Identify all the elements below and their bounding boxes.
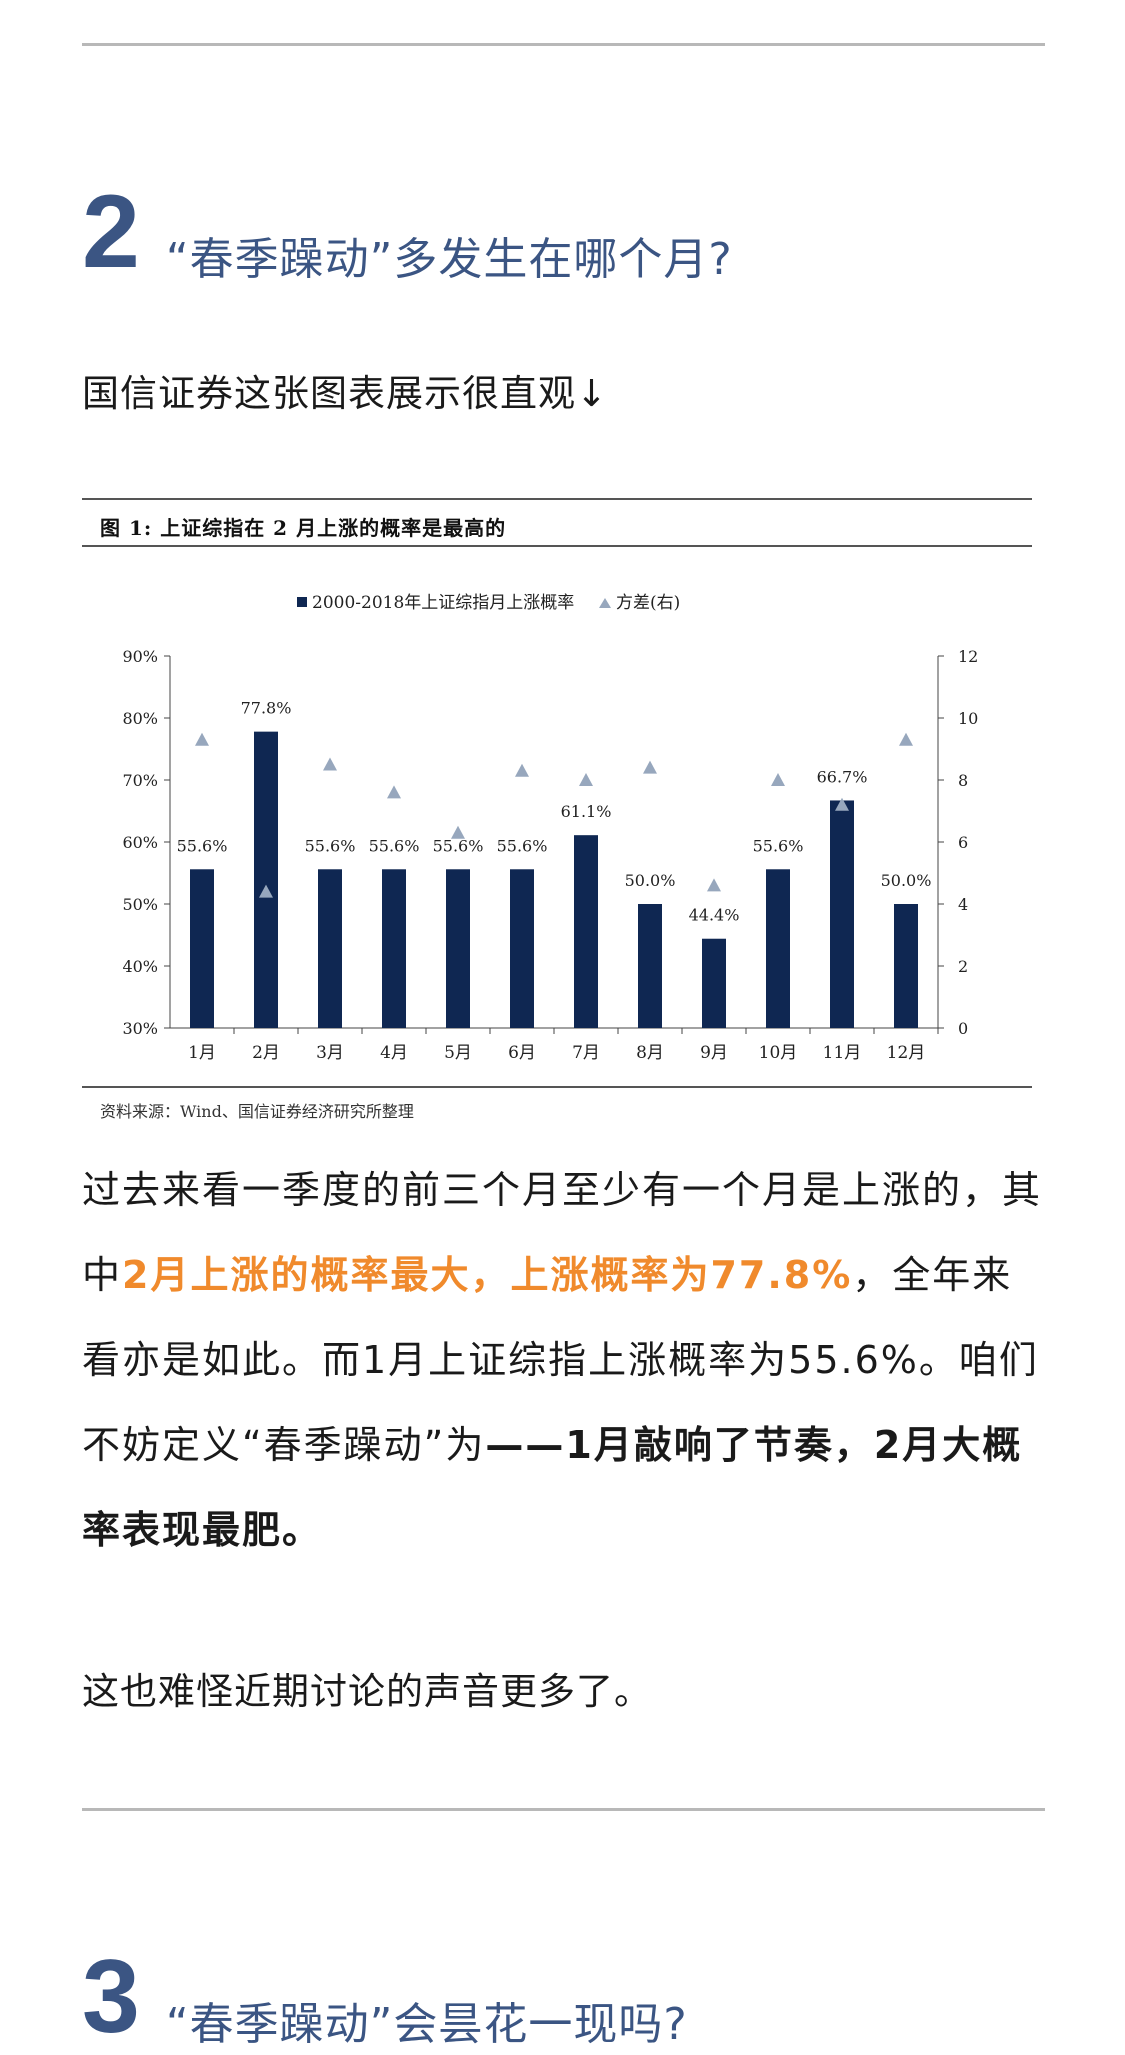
figure-title-line: [82, 545, 1032, 547]
variance-marker: [323, 757, 337, 771]
legend-label-bar: 2000-2018年上证综指月上涨概率: [312, 593, 574, 613]
x-tick-label: 12月: [887, 1043, 926, 1063]
variance-marker: [579, 773, 593, 786]
y2-tick-label: 2: [958, 957, 968, 976]
data-label: 55.6%: [369, 836, 420, 855]
body-paragraph-2: 这也难怪近期讨论的声音更多了。: [82, 1670, 652, 1713]
para-bold: ——1月敲响了节奏，2月大概率表现最肥。: [82, 1423, 1023, 1552]
x-tick-label: 8月: [636, 1043, 664, 1063]
y-tick-label: 50%: [122, 895, 158, 914]
x-tick-label: 5月: [444, 1043, 472, 1063]
x-tick-label: 7月: [572, 1043, 600, 1063]
variance-marker: [771, 773, 785, 786]
variance-marker: [451, 825, 465, 839]
variance-marker: [707, 878, 721, 892]
bar: [510, 869, 534, 1028]
bar: [254, 731, 278, 1028]
bar: [830, 800, 854, 1028]
bar: [446, 869, 470, 1028]
section-title: “春季躁动”会昙花一现吗?: [165, 1999, 688, 2050]
y2-tick-label: 8: [958, 771, 968, 790]
variance-marker: [259, 884, 273, 898]
chart-figure: 图 1: 上证综指在 2 月上涨的概率是最高的 2000-2018年上证综指月上…: [82, 498, 1032, 1128]
figure-source: 资料来源：Wind、国信证券经济研究所整理: [100, 1102, 414, 1121]
para-text-c: ，全年来看亦是如此。而1月上证综指上涨概率为55.6%。咱们不妨定义“春季躁动”…: [82, 1253, 1039, 1467]
variance-marker: [387, 785, 401, 799]
top-divider: [82, 43, 1045, 46]
y-tick-label: 70%: [122, 771, 158, 790]
legend-triangle-swatch: [599, 598, 611, 608]
y2-tick-label: 6: [958, 833, 968, 852]
x-tick-label: 11月: [823, 1043, 862, 1063]
intro-text: 国信证券这张图表展示很直观↓: [82, 372, 609, 415]
data-label: 44.4%: [689, 906, 740, 925]
y-tick-label: 80%: [122, 709, 158, 728]
x-tick-label: 1月: [188, 1043, 216, 1063]
section-divider: [82, 1808, 1045, 1811]
figure-title: 图 1: 上证综指在 2 月上涨的概率是最高的: [100, 516, 507, 540]
y2-tick-label: 12: [958, 647, 978, 666]
bar: [766, 869, 790, 1028]
y2-tick-label: 0: [958, 1019, 968, 1038]
bar: [382, 869, 406, 1028]
bar: [574, 835, 598, 1028]
x-tick-label: 2月: [252, 1043, 280, 1063]
variance-marker: [899, 732, 913, 746]
data-label: 55.6%: [497, 836, 548, 855]
bar: [318, 869, 342, 1028]
section-3-heading: 3 “春季躁动”会昙花一现吗?: [82, 1945, 688, 2049]
y2-tick-label: 4: [958, 895, 968, 914]
bar: [894, 904, 918, 1028]
data-label: 66.7%: [817, 767, 868, 786]
section-number: 2: [82, 174, 140, 290]
variance-marker: [195, 732, 209, 746]
x-tick-label: 9月: [700, 1043, 728, 1063]
bar: [638, 904, 662, 1028]
x-tick-label: 6月: [508, 1043, 536, 1063]
data-label: 77.8%: [241, 699, 292, 718]
bar: [190, 869, 214, 1028]
y-tick-label: 60%: [122, 833, 158, 852]
y-tick-label: 30%: [122, 1019, 158, 1038]
legend-label-variance: 方差(右): [616, 593, 680, 613]
legend-bar-swatch: [297, 597, 307, 607]
para-highlight: 2月上涨的概率最大，上涨概率为77.8%: [122, 1253, 853, 1297]
y-tick-label: 90%: [122, 647, 158, 666]
bar-chart: 2000-2018年上证综指月上涨概率 方差(右) 30% 40% 50% 60% 70% 8…: [122, 593, 978, 1063]
body-paragraph-1: 过去来看一季度的前三个月至少有一个月是上涨的，其中2月上涨的概率最大，上涨概率为…: [82, 1148, 1052, 1573]
section-number: 3: [82, 1939, 140, 2055]
data-label: 55.6%: [433, 836, 484, 855]
section-2-heading: 2 “春季躁动”多发生在哪个月?: [82, 180, 733, 284]
data-label: 61.1%: [561, 802, 612, 821]
data-label: 55.6%: [305, 836, 356, 855]
x-tick-label: 10月: [759, 1043, 798, 1063]
y-tick-label: 40%: [122, 957, 158, 976]
data-label: 50.0%: [881, 871, 932, 890]
x-tick-label: 3月: [316, 1043, 344, 1063]
y2-tick-label: 10: [958, 709, 978, 728]
data-label: 55.6%: [753, 836, 804, 855]
data-label: 55.6%: [177, 836, 228, 855]
bar: [702, 938, 726, 1028]
figure-bottom-line: [82, 1086, 1032, 1088]
variance-marker: [643, 760, 657, 774]
section-title: “春季躁动”多发生在哪个月?: [165, 234, 733, 285]
data-label: 50.0%: [625, 871, 676, 890]
para-text-a: 过去来看一季度的前三个月至少有一个月是上涨的，其中: [82, 1168, 1043, 1297]
variance-marker: [515, 763, 529, 777]
variance-marker: [835, 797, 849, 811]
x-tick-label: 4月: [380, 1043, 408, 1063]
figure-top-line: [82, 498, 1032, 500]
